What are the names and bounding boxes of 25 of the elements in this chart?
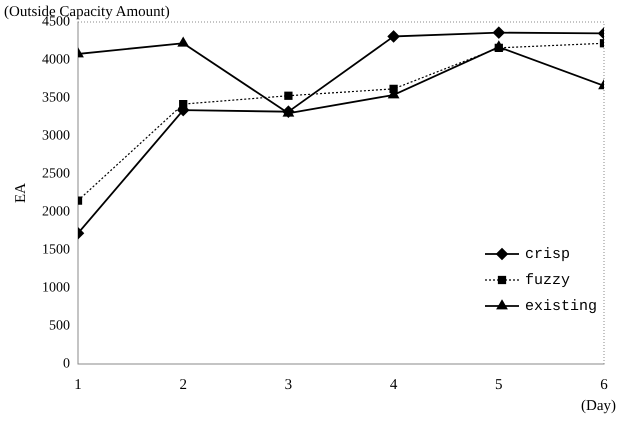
point — [389, 84, 398, 94]
y-tick-label: 500 — [49, 318, 70, 334]
y-axis-title: EA — [12, 182, 29, 203]
x-axis-title: (Day) — [581, 398, 616, 415]
legend-label: existing — [525, 298, 598, 315]
y-tick-label: 3000 — [42, 128, 70, 144]
y-tick-label: 2500 — [42, 166, 70, 182]
x-tick-label: 5 — [495, 376, 503, 393]
y-tick-label: 2000 — [42, 204, 70, 220]
y-tick-label: 4000 — [42, 52, 70, 68]
point — [284, 92, 293, 100]
y-tick-label: 3500 — [42, 90, 70, 106]
y-tick-label: 0 — [63, 356, 70, 372]
point — [388, 30, 400, 42]
x-tick-label: 1 — [74, 376, 82, 393]
x-tick-label: 2 — [179, 376, 187, 393]
x-tick-label: 6 — [600, 376, 608, 393]
x-tick-label: 3 — [284, 376, 292, 393]
legend-label: fuzzy — [525, 272, 570, 289]
point — [492, 26, 505, 39]
point — [494, 44, 503, 52]
x-tick-label: 4 — [390, 376, 398, 393]
legend-label: crisp — [525, 246, 570, 263]
y-tick-label: 1000 — [42, 280, 70, 296]
y-tick-label: 1500 — [42, 242, 70, 258]
